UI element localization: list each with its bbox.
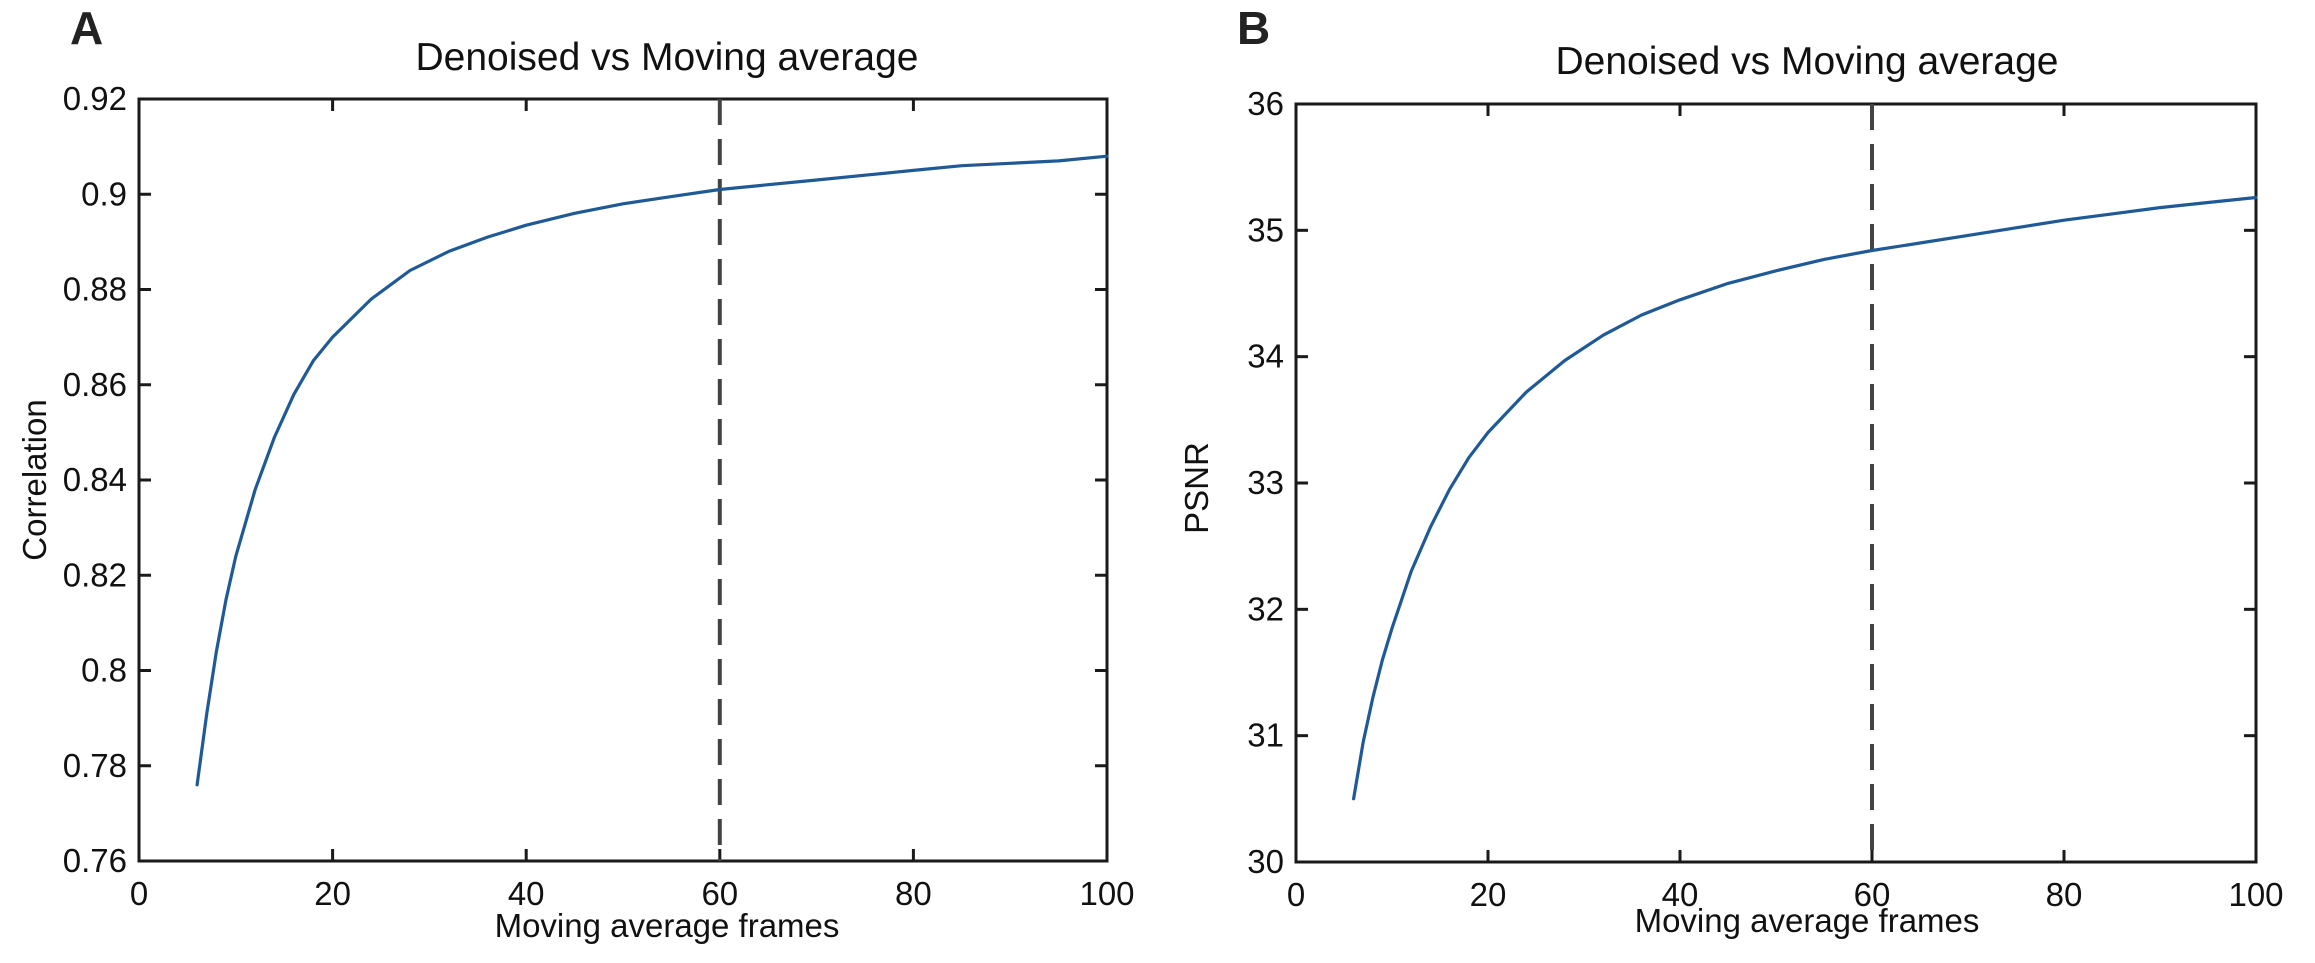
panel-a-ytick-label: 0.84 (63, 461, 127, 498)
panel-a-ytick-label: 0.88 (63, 271, 127, 308)
panel-a-ytick-label: 0.86 (63, 366, 127, 403)
panel-b-ytick-label: 36 (1247, 85, 1284, 122)
panel-a-xlabel: Moving average frames (495, 907, 840, 944)
panel-a-series-line (195, 154, 1109, 787)
panel-a-letter: A (70, 2, 103, 54)
panel-a-xtick-label: 20 (314, 875, 351, 912)
panel-b-xtick-label: 60 (1854, 876, 1891, 913)
panel-b-title: Denoised vs Moving average (1556, 40, 2059, 83)
panel-a-ytick-label: 0.82 (63, 556, 127, 593)
panel-a-xtick-label: 40 (508, 875, 545, 912)
panel-b-xtick-label: 100 (2228, 876, 2283, 913)
panel-a-xtick-label: 100 (1079, 875, 1134, 912)
panel-b-xtick-label: 20 (1470, 876, 1507, 913)
panel-b-xtick-label: 40 (1662, 876, 1699, 913)
panel-b-ytick-label: 33 (1247, 464, 1284, 501)
panel-a-plot-area: 0 20 40 60 80 100 0.76 0.78 0.8 0.82 0.84 0.86 0.88 0… (63, 80, 1135, 912)
panel-a-ylabel: Correlation (16, 399, 53, 560)
panel-a-axes-frame (137, 97, 1109, 863)
panel-a-ytick-label: 0.9 (81, 175, 127, 212)
panel-b-ytick-label: 32 (1247, 590, 1284, 627)
panel-b-letter: B (1237, 2, 1270, 54)
panel-a-ytick-label: 0.78 (63, 747, 127, 784)
panel-b-xtick-label: 0 (1287, 876, 1305, 913)
panel-b-xlabel: Moving average frames (1635, 902, 1980, 939)
panel-b-ytick-label: 30 (1247, 843, 1284, 880)
panel-a-xtick-label: 0 (130, 875, 148, 912)
panel-a-ytick-label: 0.76 (63, 842, 127, 879)
panel-a-title: Denoised vs Moving average (416, 36, 919, 79)
panel-a-xtick-label: 60 (701, 875, 738, 912)
panel-b-ytick-label: 35 (1247, 211, 1284, 248)
panel-a-ytick-label: 0.92 (63, 80, 127, 117)
panel-b-ytick-label: 31 (1247, 717, 1284, 754)
panel-b-axes-frame (1294, 102, 2258, 864)
panel-b-ylabel: PSNR (1178, 442, 1215, 534)
panel-b-xtick-label: 80 (2046, 876, 2083, 913)
panel-a-xtick-label: 80 (895, 875, 932, 912)
panel-a-ytick-label: 0.8 (81, 652, 127, 689)
panel-b-ytick-label: 34 (1247, 338, 1284, 375)
panel-b-plot-area: 0 20 40 60 80 100 30 31 32 33 34 35 36 (1247, 85, 2283, 913)
panel-b-series-line (1351, 195, 2258, 801)
